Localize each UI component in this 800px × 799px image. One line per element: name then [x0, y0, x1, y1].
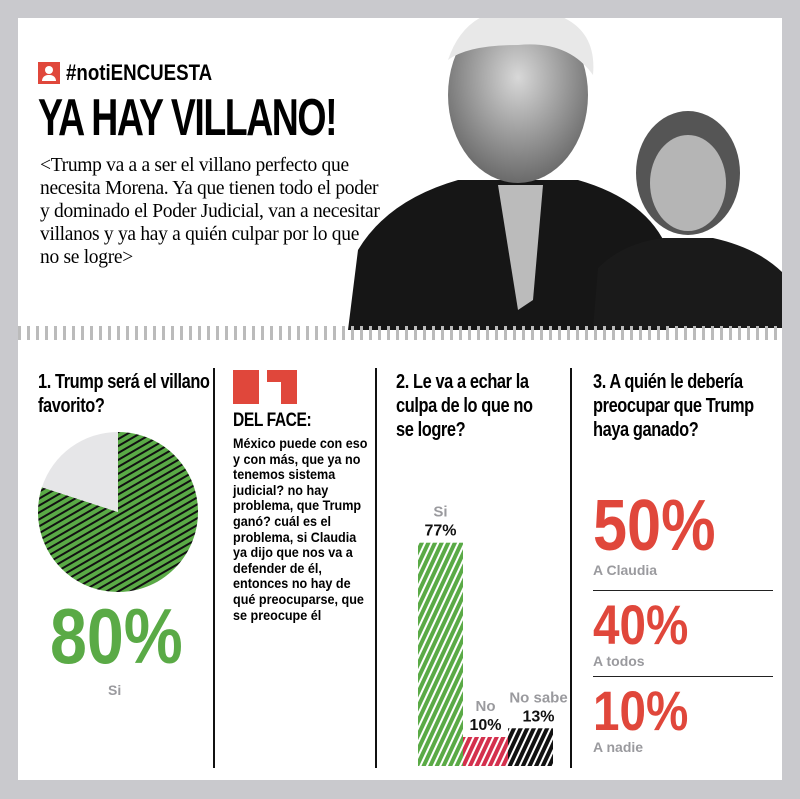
trump-photo — [348, 18, 668, 330]
q1-title: 1. Trump será el villano favorito? — [38, 371, 210, 417]
q3-title: 3. A quién le debería preocupar que Trum… — [593, 371, 754, 441]
headline: YA HAY VILLANO! — [38, 89, 338, 147]
bar-chart: Si 77% No 10% No sabe 13% — [418, 504, 568, 766]
bar-no — [463, 737, 508, 766]
bar-no-sabe — [508, 728, 553, 766]
bar-si — [418, 542, 463, 766]
user-icon — [38, 62, 60, 84]
bar-value-label: 77% — [424, 523, 456, 540]
result-label: A nadie — [593, 739, 644, 755]
pie-slice-si — [37, 432, 198, 592]
column-divider — [375, 368, 377, 768]
bar-value-label: 10% — [469, 717, 501, 734]
brand: #notiENCUESTA — [38, 60, 238, 86]
bar-category-label: No — [476, 698, 496, 715]
face-text: México puede con eso y con más, que ya n… — [233, 435, 368, 623]
result-label: A todos — [593, 653, 645, 669]
column-divider — [570, 368, 572, 768]
face-heading: DEL FACE: — [233, 410, 312, 431]
result-value: 50% — [593, 486, 716, 566]
infographic: #notiENCUESTA YA HAY VILLANO! <Trump va … — [18, 18, 782, 780]
quote: <Trump va a a ser el villano perfecto qu… — [40, 155, 380, 268]
result-item: 50% A Claudia — [593, 490, 773, 590]
bar-category-label: No sabe — [509, 689, 567, 706]
column-divider — [213, 368, 215, 768]
pie-slice-otro — [41, 432, 118, 512]
pie-value-label: 80% — [50, 592, 183, 680]
q2-title: 2. Le va a echar la culpa de lo que no s… — [396, 371, 533, 441]
pie-chart — [37, 432, 198, 592]
result-value: 10% — [593, 679, 689, 742]
q3-results: 50% A Claudia 40% A todos 10% A nadie — [593, 490, 773, 762]
pie-category-label: Si — [108, 682, 122, 698]
result-value: 40% — [593, 593, 689, 656]
bar-category-label: Si — [433, 504, 447, 521]
result-item: 40% A todos — [593, 590, 773, 676]
result-label: A Claudia — [593, 562, 658, 578]
claudia-photo — [593, 111, 782, 328]
result-item: 10% A nadie — [593, 676, 773, 762]
brand-text: #notiENCUESTA — [66, 60, 213, 85]
quote-mark-icon — [233, 370, 297, 404]
bar-value-label: 13% — [522, 708, 554, 725]
divider — [18, 326, 782, 340]
